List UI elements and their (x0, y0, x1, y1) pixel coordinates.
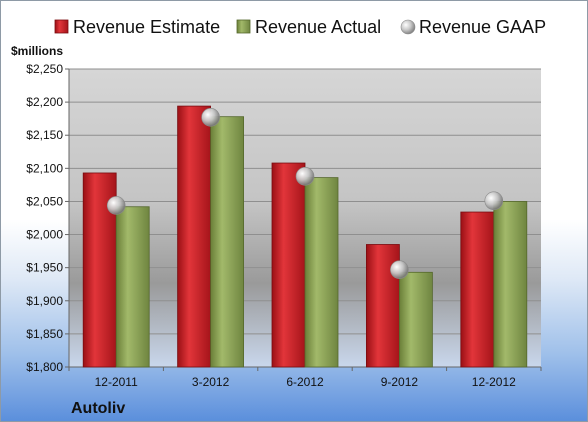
y-tick-label: $2,100 (26, 161, 63, 175)
y-tick-label: $1,800 (26, 360, 63, 374)
bar-revenue-actual (493, 201, 528, 368)
bar-revenue-actual (304, 177, 339, 368)
x-tick-label: 12-2011 (95, 375, 138, 389)
legend-swatch (400, 19, 416, 35)
x-tick-label: 9-2012 (381, 375, 419, 389)
x-tick-label: 3-2012 (192, 375, 230, 389)
y-tick-label: $1,950 (26, 261, 63, 275)
bar-revenue-estimate (271, 162, 306, 368)
y-tick-label: $2,250 (26, 62, 63, 76)
y-tick-label: $1,850 (26, 327, 63, 341)
bar-revenue-estimate (177, 105, 212, 368)
legend-swatch (54, 19, 69, 34)
legend-label: Revenue GAAP (419, 17, 546, 37)
y-tick-label: $2,200 (26, 95, 63, 109)
bar-revenue-actual (115, 206, 150, 368)
x-tick-label: 6-2012 (286, 375, 324, 389)
legend-label: Revenue Actual (255, 17, 381, 37)
y-tick-label: $2,150 (26, 128, 63, 142)
x-axis-ticks: 12-2011 3-2012 6-2012 9-2012 12-2012 (68, 367, 542, 389)
y-tick-label: $2,000 (26, 228, 63, 242)
bar-revenue-estimate (460, 211, 495, 368)
y-axis-unit-label: $millions (11, 44, 63, 58)
legend: Revenue Estimate Revenue Actual Revenue GA… (54, 17, 546, 37)
gaap-markers (106, 108, 504, 279)
bar-revenue-actual (210, 116, 245, 368)
bar-revenue-actual (398, 271, 433, 368)
x-tick-label: 12-2012 (472, 375, 516, 389)
y-tick-label: $1,900 (26, 294, 63, 308)
marker-revenue-gaap (106, 196, 126, 215)
marker-revenue-gaap (295, 166, 315, 186)
company-label: Autoliv (71, 400, 125, 417)
y-tick-label: $2,050 (26, 194, 63, 208)
marker-revenue-gaap (201, 108, 220, 127)
bars (82, 105, 528, 368)
marker-revenue-gaap (484, 191, 504, 211)
marker-revenue-gaap (390, 260, 409, 279)
legend-swatch (236, 19, 251, 34)
legend-label: Revenue Estimate (73, 17, 220, 37)
